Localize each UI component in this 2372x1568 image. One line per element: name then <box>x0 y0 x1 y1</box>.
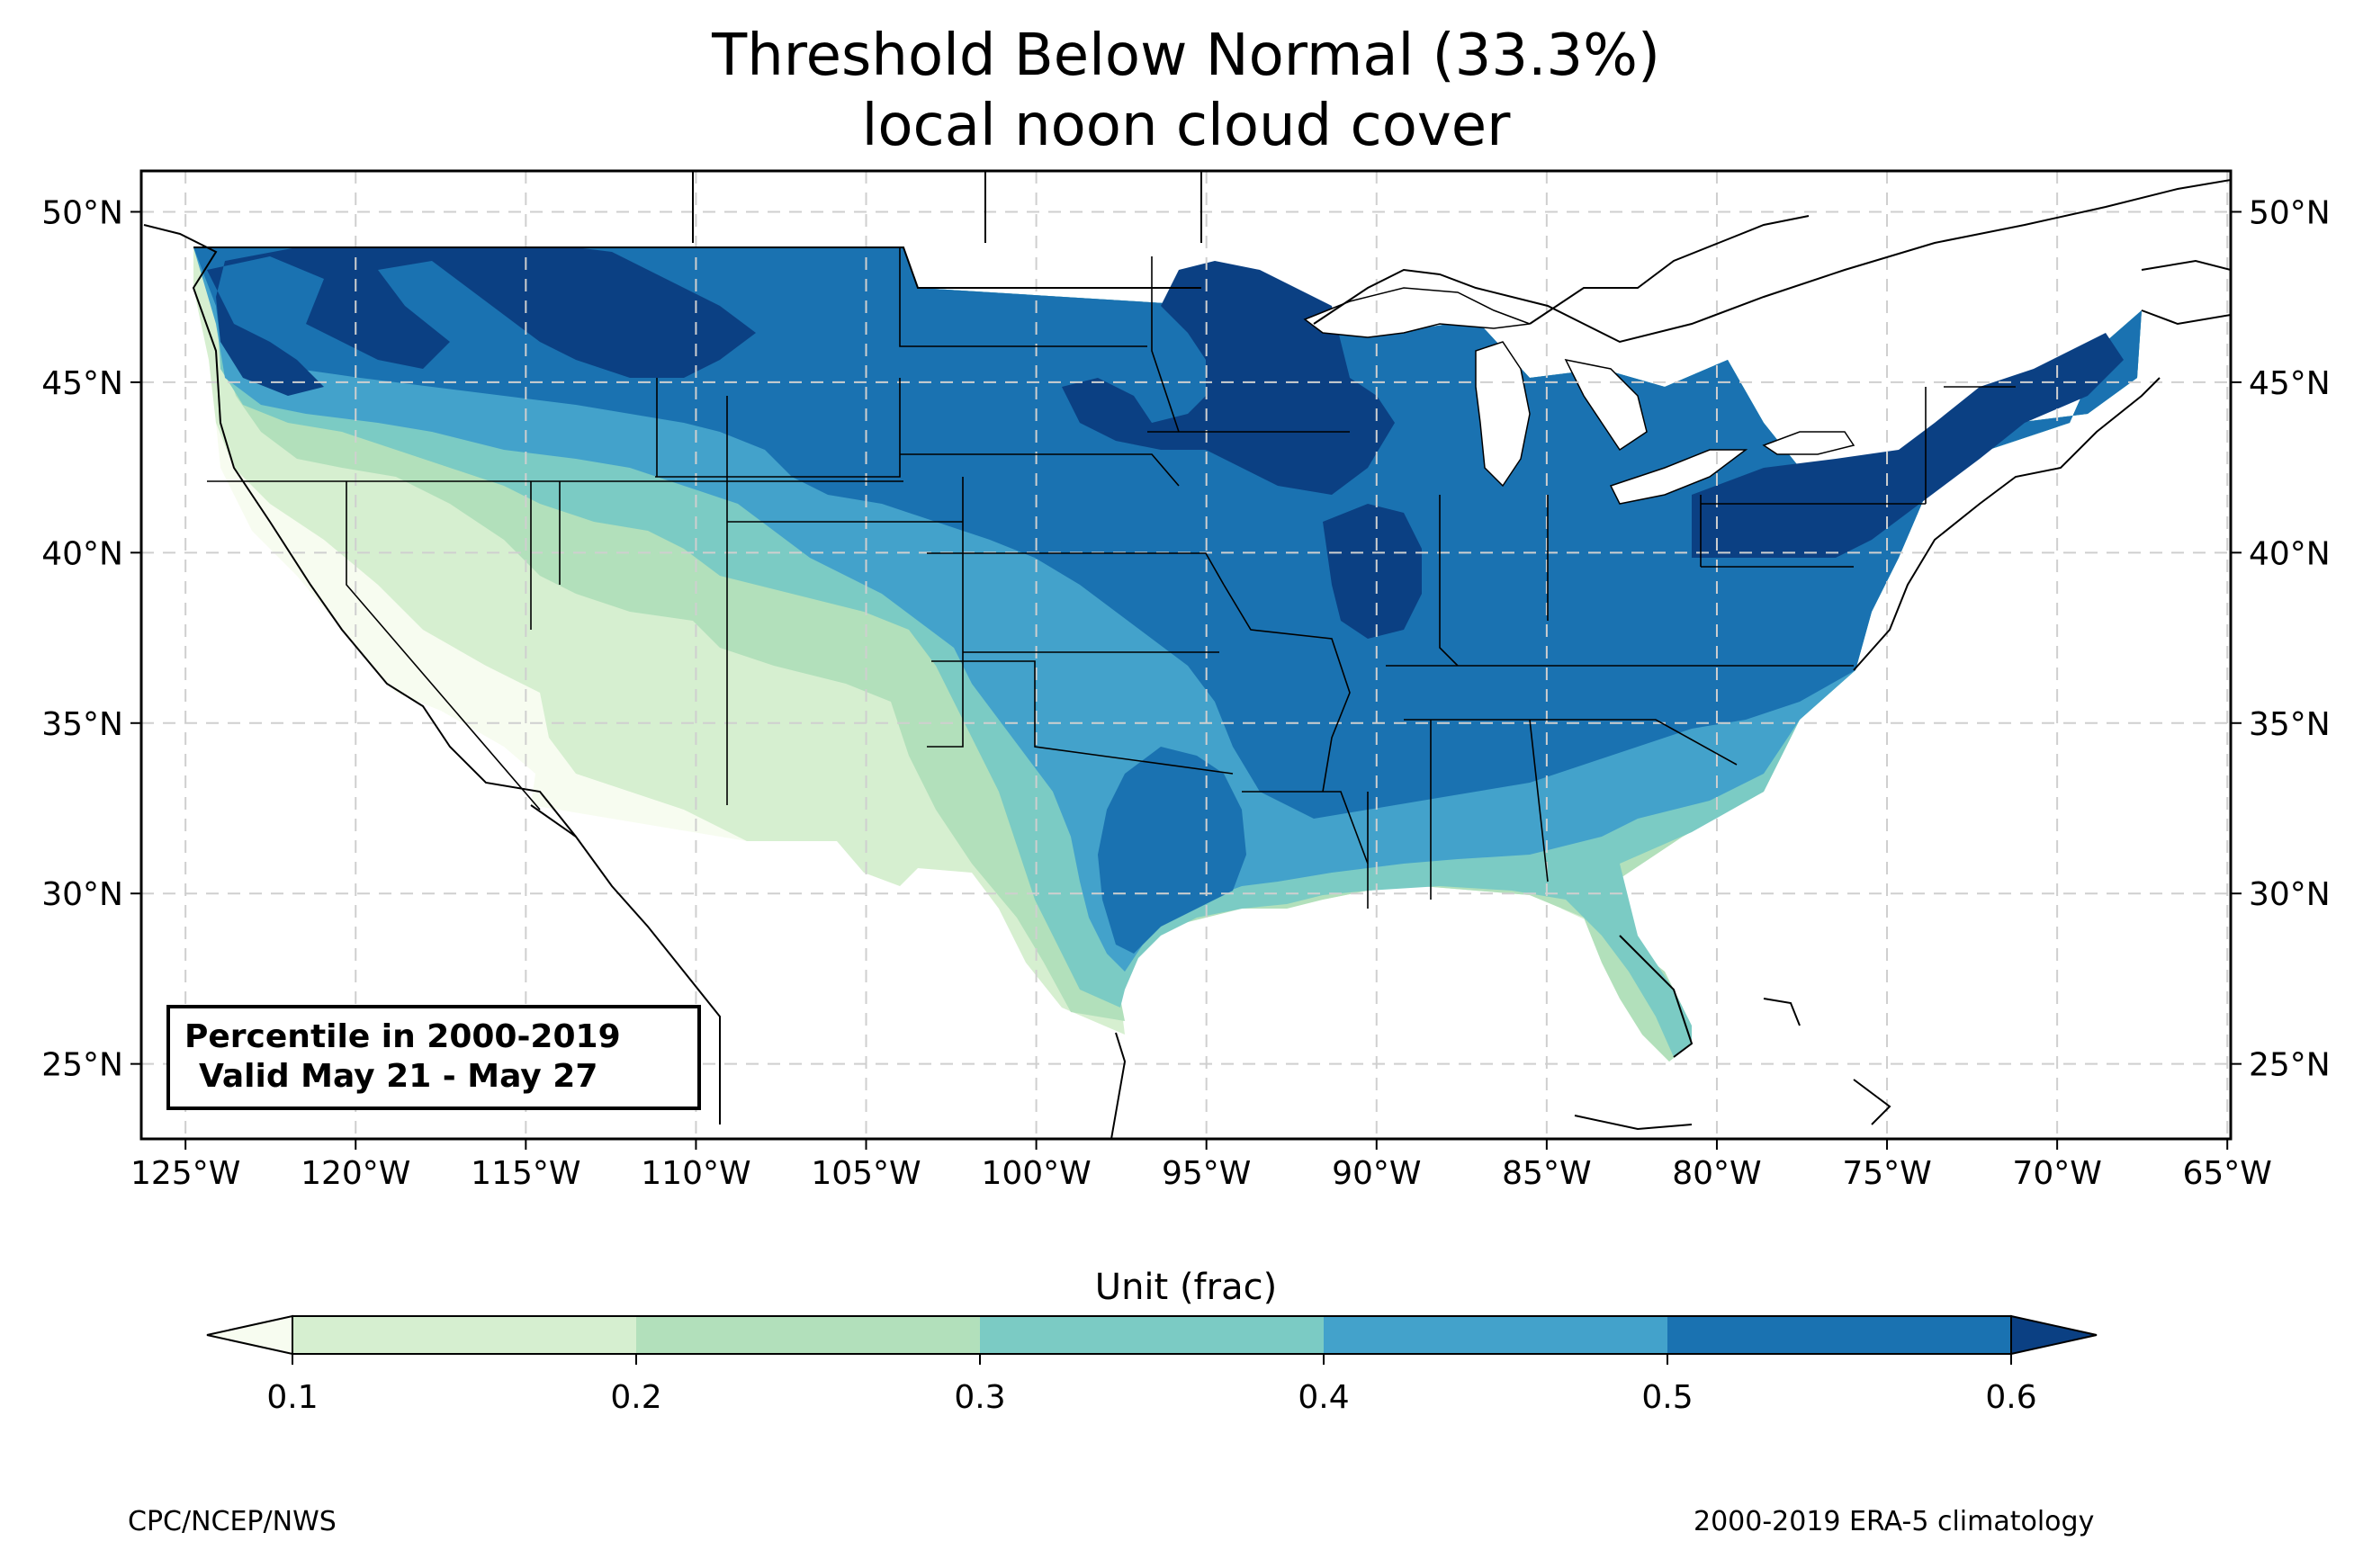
great-lake-ontario <box>1762 431 1855 455</box>
lon-tick-label: 125°W <box>130 1155 240 1192</box>
lon-tick-label: 95°W <box>1162 1155 1251 1192</box>
great-lake-erie <box>1609 449 1748 505</box>
lon-tick-label: 80°W <box>1672 1155 1761 1192</box>
colorbar: 0.1 0.2 0.3 0.4 0.5 0.6 <box>206 1314 2098 1416</box>
lat-tick-label-right: 50°N <box>2249 194 2331 231</box>
colorbar-segment <box>1667 1316 2011 1354</box>
colorbar-extend-high <box>2010 1314 2098 1356</box>
map-canvas <box>141 171 2231 1139</box>
lat-tick-label-right: 25°N <box>2249 1047 2331 1084</box>
contour-fill-0.5-0.6 <box>193 247 2142 819</box>
colorbar-segment <box>980 1316 1324 1354</box>
lon-tick-label: 70°W <box>2012 1155 2101 1192</box>
info-box: Percentile in 2000-2019 Valid May 21 - M… <box>166 1005 701 1110</box>
lon-tick-label: 110°W <box>641 1155 750 1192</box>
map-subtitle: local noon cloud cover <box>861 93 1511 159</box>
contour-fill-above-0.6-northwest <box>207 247 756 396</box>
colorbar-tick-label: 0.5 <box>1641 1379 1693 1416</box>
contour-fill-above-0.6-ne <box>1692 333 2124 558</box>
lon-tick-label: 75°W <box>1842 1155 1931 1192</box>
colorbar-outline <box>292 1315 2012 1355</box>
lon-tick-label: 115°W <box>471 1155 580 1192</box>
info-box-percentile: Percentile in 2000-2019 <box>184 1018 621 1055</box>
info-box-valid-dates: Valid May 21 - May 27 <box>199 1058 598 1095</box>
colorbar-segment <box>292 1316 636 1354</box>
gridlines <box>141 171 2231 1139</box>
colorbar-segment <box>1324 1316 1667 1354</box>
lat-tick-label-right: 30°N <box>2249 876 2331 913</box>
state-boundaries <box>207 247 2016 909</box>
lat-tick-label-right: 45°N <box>2249 365 2331 402</box>
colorbar-label: Unit (frac) <box>1094 1267 1278 1308</box>
lat-tick-label-left: 35°N <box>41 706 123 743</box>
latitude-ticks: 50°N 50°N 45°N 45°N 40°N 40°N 35°N 35°N 30°N 30°N… <box>41 194 2331 1083</box>
lon-tick-label: 100°W <box>981 1155 1091 1192</box>
lon-tick-label: 65°W <box>2183 1155 2272 1192</box>
colorbar-segment <box>636 1316 980 1354</box>
coastlines <box>143 171 2231 1139</box>
footer-climatology: 2000-2019 ERA-5 climatology <box>1694 1506 2095 1537</box>
colorbar-tick-label: 0.6 <box>1985 1379 2036 1416</box>
lat-tick-label-left: 40°N <box>41 535 123 572</box>
colorbar-tick-label: 0.3 <box>954 1379 1005 1416</box>
great-lake-huron <box>1564 358 1648 452</box>
lon-tick-label: 85°W <box>1502 1155 1591 1192</box>
lat-tick-label-left: 50°N <box>41 194 123 231</box>
contour-fill-0.5-0.6-texas <box>1098 747 1246 954</box>
colorbar-tick-label: 0.1 <box>266 1379 318 1416</box>
lon-tick-label: 90°W <box>1332 1155 1421 1192</box>
lat-tick-label-left: 45°N <box>41 365 123 402</box>
great-lake-michigan <box>1475 341 1531 488</box>
lon-tick-label: 105°W <box>811 1155 921 1192</box>
lat-tick-label-left: 30°N <box>41 876 123 913</box>
colorbar-tick-label: 0.2 <box>610 1379 661 1416</box>
longitude-ticks: 125°W 120°W 115°W 110°W 105°W 100°W 95°W 90°W 85… <box>130 1139 2272 1192</box>
great-lake-superior <box>1303 287 1531 338</box>
footer-source: CPC/NCEP/NWS <box>128 1506 337 1537</box>
lat-tick-label-right: 40°N <box>2249 535 2331 572</box>
colorbar-extend-low <box>206 1314 293 1356</box>
map-title: Threshold Below Normal (33.3%) <box>712 22 1660 89</box>
contour-fill-above-0.6-midwest <box>1323 504 1422 639</box>
lat-tick-label-left: 25°N <box>41 1047 123 1084</box>
map-frame <box>139 169 2233 1141</box>
lon-tick-label: 120°W <box>301 1155 410 1192</box>
colorbar-tick-label: 0.4 <box>1298 1379 1349 1416</box>
lat-tick-label-right: 35°N <box>2249 706 2331 743</box>
